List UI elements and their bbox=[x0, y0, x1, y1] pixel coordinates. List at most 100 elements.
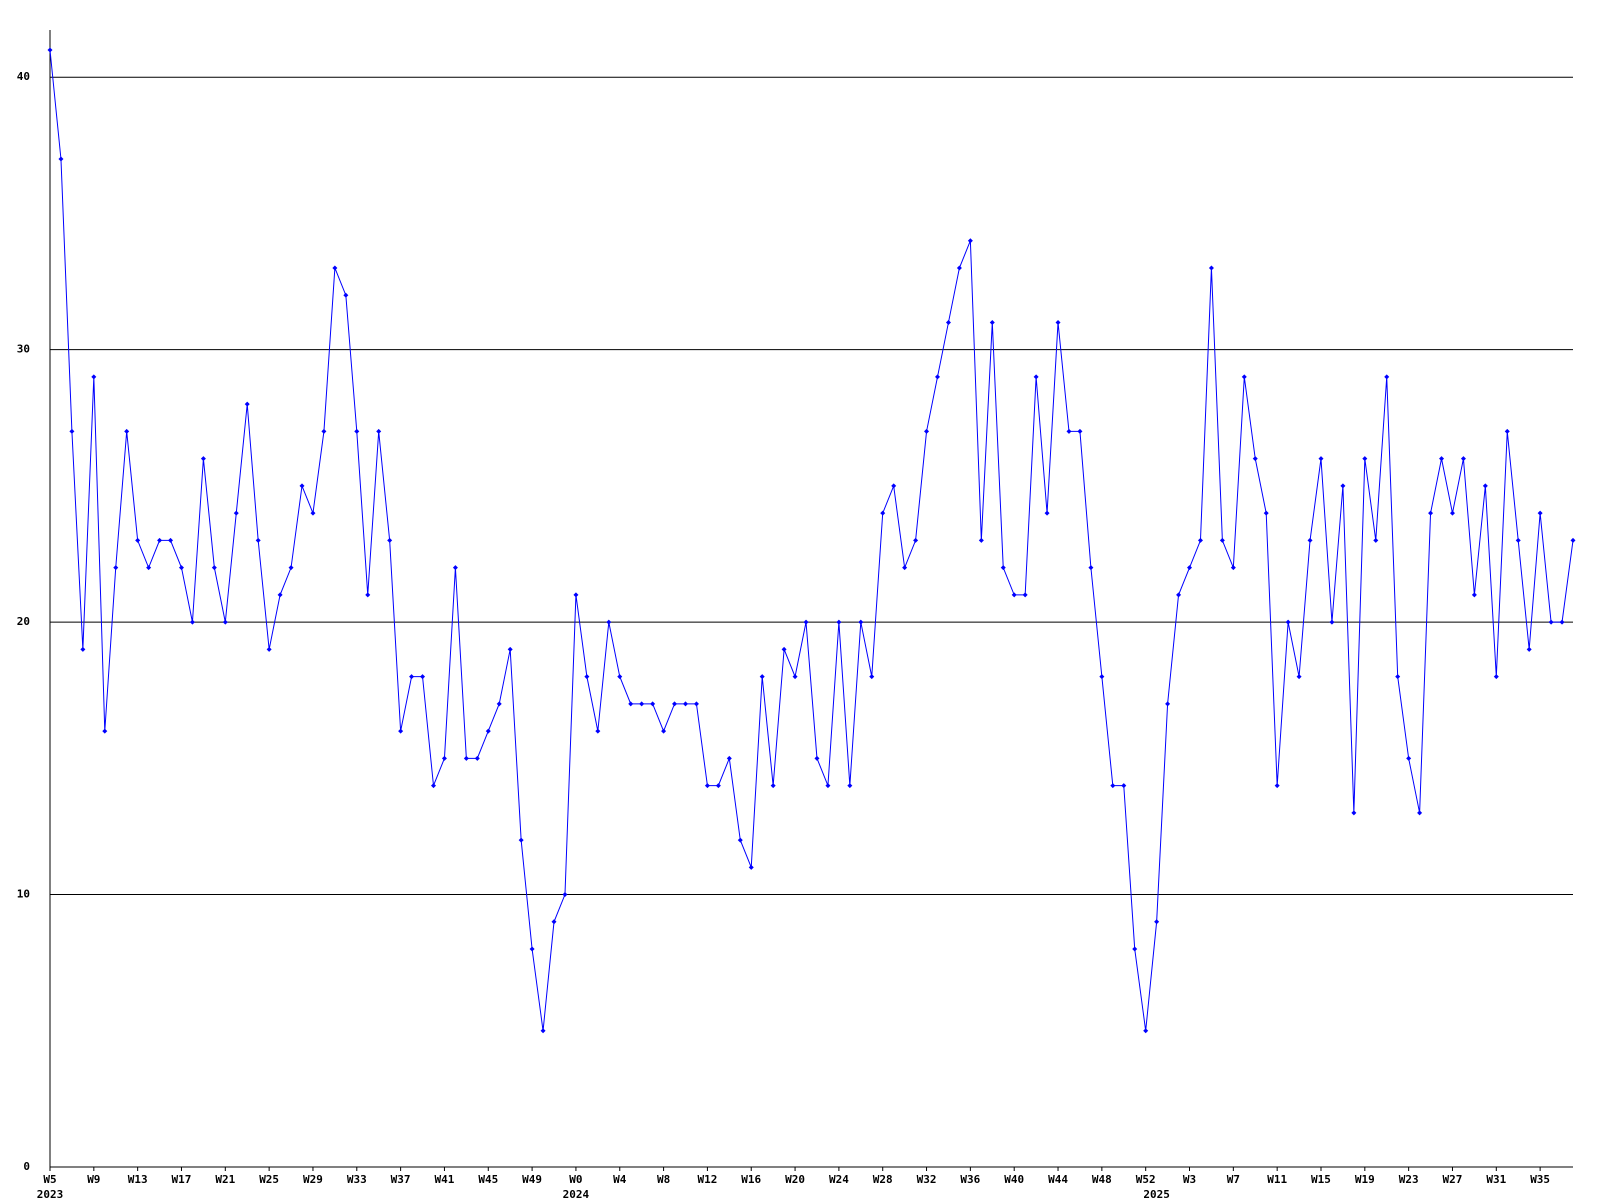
point-marker bbox=[310, 510, 316, 516]
point-marker bbox=[47, 47, 53, 53]
point-marker bbox=[91, 374, 97, 380]
point-marker bbox=[288, 565, 294, 571]
x-tick-label: W15 bbox=[1311, 1173, 1331, 1186]
point-marker bbox=[1154, 919, 1160, 925]
point-marker bbox=[682, 701, 688, 707]
series-line bbox=[49, 49, 1574, 1031]
point-marker bbox=[387, 537, 393, 543]
point-marker bbox=[430, 783, 436, 789]
point-marker bbox=[299, 483, 305, 489]
point-marker bbox=[200, 456, 206, 462]
point-marker bbox=[244, 401, 250, 407]
point-marker bbox=[1296, 674, 1302, 680]
point-marker bbox=[222, 619, 228, 625]
point-marker bbox=[1406, 755, 1412, 761]
point-marker bbox=[146, 565, 152, 571]
point-marker bbox=[255, 537, 261, 543]
point-marker bbox=[891, 483, 897, 489]
point-marker bbox=[759, 674, 765, 680]
point-marker bbox=[496, 701, 502, 707]
point-marker bbox=[332, 265, 338, 271]
point-marker bbox=[814, 755, 820, 761]
x-tick-label: W5 bbox=[43, 1173, 56, 1186]
x-tick-label: W40 bbox=[1004, 1173, 1024, 1186]
point-marker bbox=[967, 238, 973, 244]
point-marker bbox=[266, 646, 272, 652]
point-marker bbox=[1548, 619, 1554, 625]
point-marker bbox=[420, 674, 426, 680]
x-tick-label: W52 bbox=[1136, 1173, 1156, 1186]
x-tick-label: W49 bbox=[522, 1173, 542, 1186]
point-marker bbox=[595, 728, 601, 734]
point-marker bbox=[1230, 565, 1236, 571]
point-marker bbox=[507, 646, 513, 652]
point-marker bbox=[1428, 510, 1434, 516]
point-marker bbox=[913, 537, 919, 543]
y-tick-label: 30 bbox=[17, 343, 30, 356]
point-marker bbox=[551, 919, 557, 925]
x-tick-label: W0 bbox=[569, 1173, 582, 1186]
point-marker bbox=[211, 565, 217, 571]
point-marker bbox=[847, 783, 853, 789]
point-marker bbox=[1077, 428, 1083, 434]
point-marker bbox=[1395, 674, 1401, 680]
point-marker bbox=[606, 619, 612, 625]
x-tick-label: W45 bbox=[478, 1173, 498, 1186]
point-marker bbox=[672, 701, 678, 707]
point-marker bbox=[573, 592, 579, 598]
x-tick-label: W28 bbox=[873, 1173, 893, 1186]
point-marker bbox=[737, 837, 743, 843]
point-marker bbox=[869, 674, 875, 680]
point-marker bbox=[1449, 510, 1455, 516]
x-tick-label: W17 bbox=[172, 1173, 192, 1186]
year-label: 2023 bbox=[37, 1188, 64, 1200]
x-tick-label: W44 bbox=[1048, 1173, 1068, 1186]
point-marker bbox=[474, 755, 480, 761]
point-marker bbox=[1187, 565, 1193, 571]
point-marker bbox=[781, 646, 787, 652]
point-marker bbox=[1526, 646, 1532, 652]
x-tick-label: W4 bbox=[613, 1173, 627, 1186]
point-marker bbox=[726, 755, 732, 761]
point-marker bbox=[880, 510, 886, 516]
year-label: 2025 bbox=[1143, 1188, 1170, 1200]
point-marker bbox=[398, 728, 404, 734]
point-marker bbox=[639, 701, 645, 707]
point-marker bbox=[1110, 783, 1116, 789]
year-label: 2024 bbox=[563, 1188, 590, 1200]
point-marker bbox=[365, 592, 371, 598]
point-marker bbox=[529, 946, 535, 952]
point-marker bbox=[1504, 428, 1510, 434]
point-marker bbox=[1362, 456, 1368, 462]
x-tick-label: W7 bbox=[1227, 1173, 1240, 1186]
x-tick-label: W19 bbox=[1355, 1173, 1375, 1186]
point-marker bbox=[69, 428, 75, 434]
point-marker bbox=[792, 674, 798, 680]
point-marker bbox=[1099, 674, 1105, 680]
x-tick-label: W27 bbox=[1443, 1173, 1463, 1186]
point-marker bbox=[233, 510, 239, 516]
y-tick-label: 0 bbox=[23, 1160, 30, 1173]
point-marker bbox=[715, 783, 721, 789]
point-marker bbox=[1044, 510, 1050, 516]
point-marker bbox=[858, 619, 864, 625]
point-marker bbox=[354, 428, 360, 434]
point-marker bbox=[693, 701, 699, 707]
point-marker bbox=[1066, 428, 1072, 434]
x-tick-label: W20 bbox=[785, 1173, 805, 1186]
point-marker bbox=[409, 674, 415, 680]
point-marker bbox=[1000, 565, 1006, 571]
point-marker bbox=[1439, 456, 1445, 462]
point-marker bbox=[1208, 265, 1214, 271]
point-marker bbox=[1263, 510, 1269, 516]
point-marker bbox=[1132, 946, 1138, 952]
point-marker bbox=[1121, 783, 1127, 789]
point-marker bbox=[1340, 483, 1346, 489]
point-marker bbox=[321, 428, 327, 434]
point-marker bbox=[157, 537, 163, 543]
point-marker bbox=[661, 728, 667, 734]
y-tick-label: 40 bbox=[17, 70, 30, 83]
point-marker bbox=[1471, 592, 1477, 598]
